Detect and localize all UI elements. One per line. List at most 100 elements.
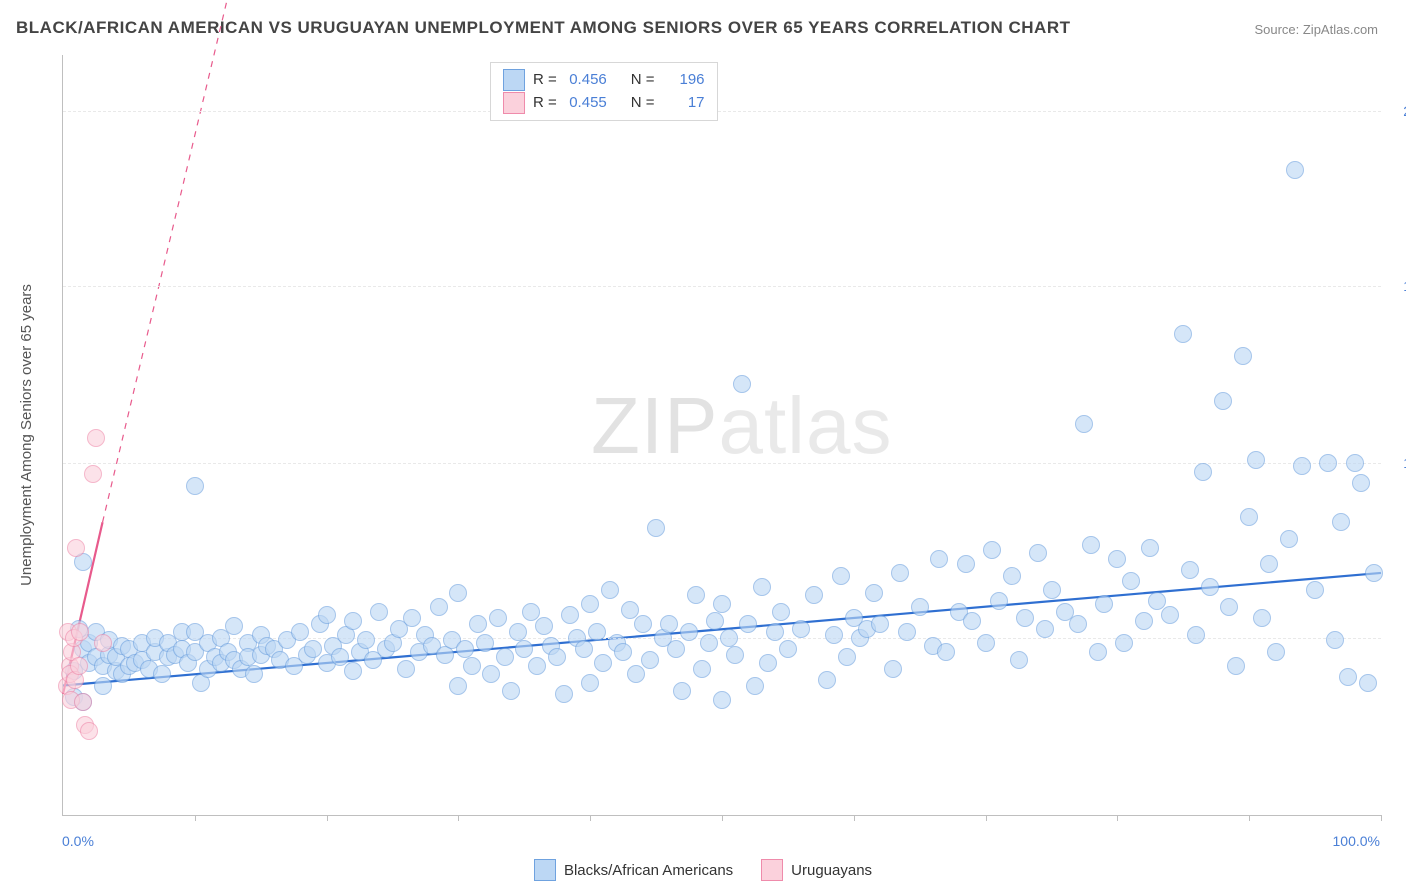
legend-item-pink: Uruguayans — [761, 848, 872, 892]
data-point — [1247, 451, 1265, 469]
plot-area: ZIPatlas 6.3%12.5%18.8%25.0% — [62, 55, 1381, 816]
x-tick — [195, 815, 196, 821]
gridline — [63, 463, 1381, 464]
chart-title: BLACK/AFRICAN AMERICAN VS URUGUAYAN UNEM… — [16, 18, 1070, 38]
data-point — [509, 623, 527, 641]
y-tick-label: 25.0% — [1391, 103, 1406, 119]
data-point — [94, 634, 112, 652]
data-point — [1122, 572, 1140, 590]
data-point — [720, 629, 738, 647]
data-point — [930, 550, 948, 568]
data-point — [772, 603, 790, 621]
data-point — [1267, 643, 1285, 661]
data-point — [245, 665, 263, 683]
data-point — [74, 693, 92, 711]
data-point — [673, 682, 691, 700]
data-point — [1332, 513, 1350, 531]
data-point — [1306, 581, 1324, 599]
legend-r-label: R = — [533, 92, 557, 115]
data-point — [535, 617, 553, 635]
data-point — [891, 564, 909, 582]
data-point — [1280, 530, 1298, 548]
data-point — [403, 609, 421, 627]
data-point — [357, 631, 375, 649]
legend-n-value: 196 — [663, 69, 705, 92]
legend-swatch-blue — [534, 859, 556, 881]
data-point — [1214, 392, 1232, 410]
data-point — [641, 651, 659, 669]
data-point — [469, 615, 487, 633]
data-point — [706, 612, 724, 630]
data-point — [1181, 561, 1199, 579]
data-point — [687, 586, 705, 604]
data-point — [865, 584, 883, 602]
legend-swatch-pink — [761, 859, 783, 881]
data-point — [370, 603, 388, 621]
data-point — [779, 640, 797, 658]
data-point — [1003, 567, 1021, 585]
data-point — [1082, 536, 1100, 554]
x-tick — [590, 815, 591, 821]
data-point — [713, 691, 731, 709]
data-point — [601, 581, 619, 599]
data-point — [1240, 508, 1258, 526]
data-point — [502, 682, 520, 700]
data-point — [594, 654, 612, 672]
data-point — [581, 595, 599, 613]
data-point — [318, 606, 336, 624]
data-point — [153, 665, 171, 683]
gridline — [63, 286, 1381, 287]
data-point — [1352, 474, 1370, 492]
legend-row-blue: R = 0.456 N = 196 — [503, 69, 705, 92]
data-point — [225, 617, 243, 635]
data-point — [291, 623, 309, 641]
y-axis-label: Unemployment Among Seniors over 65 years — [18, 284, 35, 586]
data-point — [186, 477, 204, 495]
data-point — [1234, 347, 1252, 365]
legend-label: Blacks/African Americans — [564, 862, 733, 879]
source-label: Source: ZipAtlas.com — [1254, 22, 1378, 37]
data-point — [1220, 598, 1238, 616]
data-point — [937, 643, 955, 661]
data-point — [1201, 578, 1219, 596]
gridline — [63, 111, 1381, 112]
series-legend: Blacks/African Americans Uruguayans — [0, 848, 1406, 892]
data-point — [80, 722, 98, 740]
x-axis-max-label: 100.0% — [1333, 833, 1380, 849]
data-point — [963, 612, 981, 630]
data-point — [84, 465, 102, 483]
data-point — [634, 615, 652, 633]
correlation-legend: R = 0.456 N = 196 R = 0.455 N = 17 — [490, 62, 718, 121]
data-point — [977, 634, 995, 652]
data-point — [1339, 668, 1357, 686]
data-point — [983, 541, 1001, 559]
data-point — [1029, 544, 1047, 562]
data-point — [1227, 657, 1245, 675]
data-point — [898, 623, 916, 641]
data-point — [1260, 555, 1278, 573]
data-point — [1108, 550, 1126, 568]
x-tick — [986, 815, 987, 821]
data-point — [733, 375, 751, 393]
data-point — [1141, 539, 1159, 557]
data-point — [660, 615, 678, 633]
data-point — [667, 640, 685, 658]
data-point — [1365, 564, 1383, 582]
data-point — [1069, 615, 1087, 633]
x-tick — [327, 815, 328, 821]
data-point — [1036, 620, 1054, 638]
data-point — [1043, 581, 1061, 599]
data-point — [871, 615, 889, 633]
legend-r-value: 0.455 — [565, 92, 607, 115]
y-tick-label: 18.8% — [1391, 278, 1406, 294]
legend-n-label: N = — [631, 69, 655, 92]
data-point — [990, 592, 1008, 610]
x-tick — [854, 815, 855, 821]
data-point — [588, 623, 606, 641]
data-point — [766, 623, 784, 641]
x-tick — [458, 815, 459, 821]
y-tick-label: 6.3% — [1391, 630, 1406, 646]
data-point — [1286, 161, 1304, 179]
data-point — [476, 634, 494, 652]
data-point — [94, 677, 112, 695]
